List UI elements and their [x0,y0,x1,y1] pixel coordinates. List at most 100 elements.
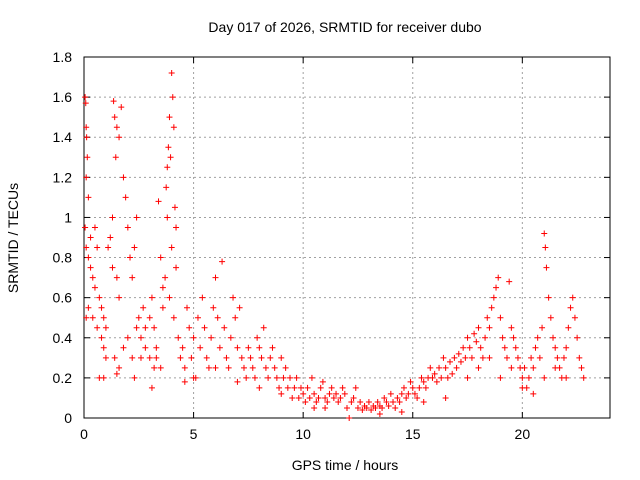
data-point [159,304,166,311]
data-point [501,344,508,351]
data-point [541,230,548,237]
data-point [146,314,153,321]
data-point [100,344,107,351]
data-point [102,354,109,361]
data-point [109,214,116,221]
data-point [563,344,570,351]
data-point [85,304,92,311]
data-point [216,344,223,351]
y-tick-label: 0.8 [53,250,73,266]
data-point [348,398,355,405]
data-point [247,354,254,361]
data-point [477,344,484,351]
data-point [390,398,397,405]
y-tick-label: 0.2 [53,370,73,386]
data-point [177,354,184,361]
data-point [201,324,208,331]
data-point [197,344,204,351]
x-tick-label: 15 [405,426,421,442]
data-point [484,314,491,321]
data-point [234,344,241,351]
data-point [499,334,506,341]
data-point [379,404,386,411]
data-point [153,354,160,361]
data-point [113,274,120,281]
data-point [205,364,212,371]
data-point [157,364,164,371]
data-point [111,354,118,361]
data-point [438,374,445,381]
data-point [91,284,98,291]
data-point [113,370,120,377]
data-point [91,224,98,231]
data-point [124,224,131,231]
x-tick-label: 5 [190,426,198,442]
data-point [297,384,304,391]
data-point [560,354,567,361]
data-point [278,390,285,397]
data-point [306,394,313,401]
data-point [295,394,302,401]
data-point [490,294,497,301]
data-point [280,374,287,381]
data-point [308,374,315,381]
data-point [212,364,219,371]
data-point [542,244,549,251]
data-point [89,314,96,321]
data-point [580,374,587,381]
data-point [403,394,410,401]
data-point [497,314,504,321]
data-point [552,344,559,351]
data-point [135,314,142,321]
data-point [514,354,521,361]
data-point [131,374,138,381]
data-point [468,354,475,361]
data-point [151,324,158,331]
data-point [181,364,188,371]
data-point [541,374,548,381]
data-point [82,224,89,231]
data-point [352,384,359,391]
data-point [120,174,127,181]
data-point [565,324,572,331]
data-point [536,354,543,361]
data-point [440,354,447,361]
data-point [460,344,467,351]
data-point [110,98,117,105]
y-tick-label: 1.4 [53,129,73,145]
data-point [105,244,112,251]
data-point [344,404,350,411]
data-point [83,244,90,251]
data-point [486,324,493,331]
data-point [333,390,340,397]
data-point [493,284,500,291]
data-point [508,364,515,371]
data-point [447,358,454,365]
data-point [503,354,510,361]
data-point [429,374,436,381]
data-point [159,284,166,291]
data-point [322,394,329,401]
data-point [100,374,107,381]
data-point [372,404,379,411]
data-point [427,364,434,371]
data-point [168,244,175,251]
grid [84,57,610,418]
data-point [512,344,519,351]
data-point [142,324,149,331]
data-point [245,344,252,351]
data-point [155,198,162,205]
data-point [173,224,180,231]
data-point [124,334,131,341]
data-point [230,294,237,301]
plot-frame [83,56,611,419]
data-point [240,364,247,371]
data-point [385,402,392,409]
data-point [376,410,383,417]
data-point [341,390,348,397]
data-point [578,364,585,371]
data-point [109,264,116,271]
data-point [436,364,443,371]
axis-ticks: 0 0.2 0.4 0.6 0.8 1 1.2 1.4 1.6 1.8 0 5 10 15 20 [53,49,610,442]
data-point [148,294,155,301]
